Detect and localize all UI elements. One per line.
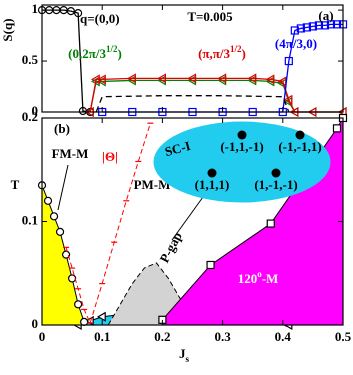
label: (4π/3,0) [275, 36, 317, 51]
x-tick-label: 0.5 [335, 329, 352, 344]
series-line [95, 95, 290, 113]
phase-region [162, 118, 343, 325]
panel-label: (a) [318, 8, 333, 23]
marker [74, 300, 83, 309]
label: 120o-M [238, 269, 279, 286]
marker [49, 212, 59, 221]
theta-label: |Θ| [102, 149, 118, 164]
label: q=(0,0) [80, 11, 120, 26]
marker [296, 24, 305, 33]
marker [302, 23, 311, 32]
spin-dot [271, 168, 281, 178]
marker [320, 21, 330, 30]
marker [332, 124, 342, 133]
marker [96, 311, 106, 322]
pointer [57, 164, 69, 211]
marker [284, 56, 293, 66]
spin-label: (1,1,1) [195, 177, 230, 192]
label-part: q=(0,0) [80, 11, 120, 26]
marker [206, 260, 215, 270]
y-tick-label: 1 [32, 1, 39, 16]
label-part: s [185, 354, 189, 364]
plot-frame [41, 4, 344, 113]
label-part: (0,2π/3 [68, 46, 106, 61]
y-tick-label: 0 [32, 316, 39, 331]
marker [66, 7, 75, 16]
y-tick-label: 0 [32, 103, 39, 118]
label-part: 1/2 [230, 44, 242, 54]
label-part: FM-M [52, 146, 89, 161]
label-part: -M [262, 271, 279, 286]
marker [127, 73, 136, 84]
label-part: 1/2 [106, 44, 118, 54]
marker [74, 9, 83, 18]
spin-dot [207, 168, 217, 178]
label-part: o [257, 269, 262, 279]
label: Js [179, 346, 190, 364]
spin-label: (-1,1,-1) [220, 139, 263, 154]
y-axis-label: S(q) [0, 18, 15, 41]
theta-line [65, 123, 151, 325]
panel-label: (b) [54, 121, 70, 136]
label-part: (4π/3,0) [275, 36, 317, 51]
x-tick-label: 0.2 [154, 329, 170, 344]
annotation: T=0.005 [187, 9, 233, 24]
spin-dot [237, 130, 247, 140]
marker [283, 94, 293, 105]
label-part: ) [118, 46, 122, 61]
marker [308, 22, 317, 31]
marker [187, 73, 197, 84]
marker [265, 74, 275, 85]
spin-dot [295, 130, 305, 140]
spin-label: (-1,-1,1) [278, 139, 321, 154]
marker [80, 317, 89, 326]
label-part: (π,π/3 [198, 46, 230, 61]
marker [67, 274, 77, 283]
label-part: 120 [238, 271, 258, 286]
marker [61, 250, 71, 259]
x-tick-label: 0 [39, 329, 46, 344]
marker [266, 219, 275, 228]
pointer [171, 196, 204, 241]
y-tick-label: 0.1 [22, 212, 38, 227]
marker [217, 73, 227, 84]
y-tick-label: 0.5 [22, 52, 39, 67]
inset-title: SC-I [163, 138, 192, 159]
marker [157, 73, 166, 84]
x-tick-label: 0.3 [214, 329, 231, 344]
marker [55, 227, 65, 236]
marker [326, 20, 336, 29]
marker [332, 20, 342, 29]
y-tick-label: 0.2 [22, 109, 38, 124]
marker [247, 73, 257, 84]
marker [290, 26, 299, 35]
inset [153, 121, 331, 203]
label: (0,2π/31/2) [68, 44, 122, 61]
x-tick-label: 0.1 [94, 329, 110, 344]
marker [96, 74, 106, 85]
label: (π,π/31/2) [198, 44, 246, 61]
x-tick-label: 0.4 [275, 329, 292, 344]
y-axis-label: T [11, 177, 20, 192]
label-part: ) [242, 46, 246, 61]
spin-label: (1,-1,-1) [254, 177, 297, 192]
region-label: PM-M [134, 177, 171, 192]
label-part: J [179, 346, 186, 361]
label: FM-M [52, 146, 89, 161]
marker [43, 196, 53, 205]
marker [314, 21, 324, 30]
